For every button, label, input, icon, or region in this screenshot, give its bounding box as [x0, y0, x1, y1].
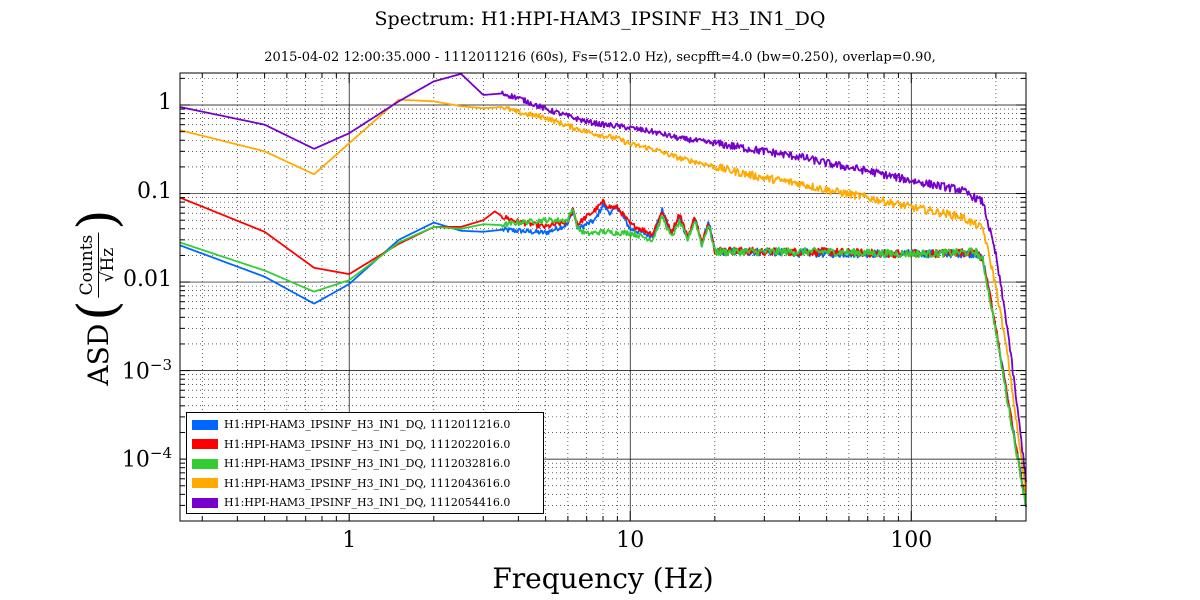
legend-label: H1:HPI-HAM3_IPSINF_H3_IN1_DQ, 1112054416… [224, 496, 511, 510]
y-tick-label: 1 [100, 90, 172, 115]
y-axis-label: ASD ( Counts √Hz ) [68, 206, 128, 386]
legend-label: H1:HPI-HAM3_IPSINF_H3_IN1_DQ, 1112011216… [224, 418, 511, 432]
legend-label: H1:HPI-HAM3_IPSINF_H3_IN1_DQ, 1112022016… [224, 437, 511, 451]
y-tick-label: 0.01 [100, 267, 172, 292]
y-axis-label-fraction: Counts √Hz [76, 232, 118, 298]
plot-frame [179, 72, 1027, 522]
legend-swatch [192, 458, 218, 469]
chart-title: Spectrum: H1:HPI-HAM3_IPSINF_H3_IN1_DQ [374, 8, 826, 30]
legend-item: H1:HPI-HAM3_IPSINF_H3_IN1_DQ, 1112043616… [192, 474, 543, 494]
legend-item: H1:HPI-HAM3_IPSINF_H3_IN1_DQ, 1112054416… [192, 493, 543, 513]
series-line-5 [179, 73, 1027, 482]
y-tick-label: 0.1 [100, 179, 172, 204]
legend-item: H1:HPI-HAM3_IPSINF_H3_IN1_DQ, 1112011216… [192, 415, 543, 435]
x-axis-label: Frequency (Hz) [492, 562, 714, 595]
legend-swatch [192, 497, 218, 508]
series-layer [179, 73, 1027, 508]
series-line-3 [179, 208, 1027, 506]
legend-swatch [192, 478, 218, 489]
y-axis-label-prefix: ASD [81, 323, 115, 386]
y-tick-base: 0.01 [123, 267, 172, 293]
legend-swatch [192, 419, 218, 430]
legend-item: H1:HPI-HAM3_IPSINF_H3_IN1_DQ, 1112032816… [192, 454, 543, 474]
y-axis-label-paren-right: ) [68, 209, 128, 230]
y-tick-base: 0.1 [137, 178, 172, 204]
series-line-4 [179, 98, 1027, 496]
legend-label: H1:HPI-HAM3_IPSINF_H3_IN1_DQ, 1112043616… [224, 476, 511, 490]
y-tick-exponent: −4 [149, 444, 172, 463]
legend-item: H1:HPI-HAM3_IPSINF_H3_IN1_DQ, 1112022016… [192, 435, 543, 455]
y-tick-label: 10−3 [100, 356, 172, 384]
x-tick-label: 100 [890, 528, 933, 553]
y-tick-base: 1 [158, 90, 172, 116]
chart-subtitle: 2015-04-02 12:00:35.000 - 1112011216 (60… [264, 50, 936, 65]
y-tick-base: 10 [121, 358, 150, 384]
y-tick-exponent: −3 [149, 355, 172, 374]
chart-legend: H1:HPI-HAM3_IPSINF_H3_IN1_DQ, 1112011216… [186, 412, 544, 514]
y-axis-label-paren-left: ( [68, 300, 128, 321]
legend-swatch [192, 439, 218, 450]
y-axis-label-numerator: Counts [76, 232, 99, 298]
x-tick-label: 1 [342, 528, 357, 553]
x-tick-label: 10 [616, 528, 645, 553]
y-tick-base: 10 [121, 447, 150, 473]
legend-label: H1:HPI-HAM3_IPSINF_H3_IN1_DQ, 1112032816… [224, 457, 511, 471]
y-tick-label: 10−4 [100, 444, 172, 472]
y-axis-label-denominator: √Hz [97, 247, 118, 283]
tick-marks [180, 73, 1026, 521]
